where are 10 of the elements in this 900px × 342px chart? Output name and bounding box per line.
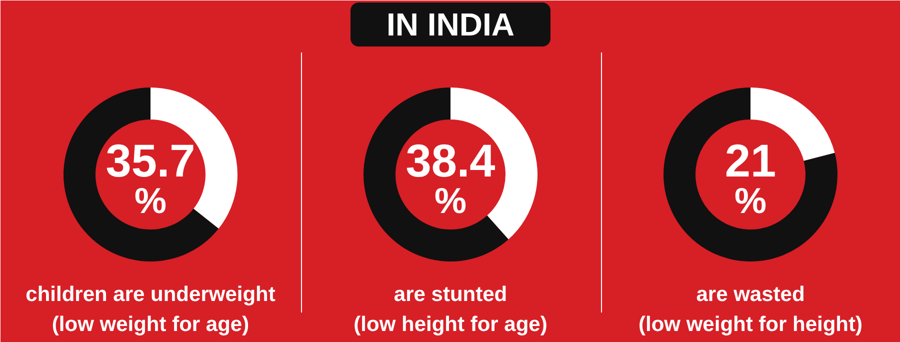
text: are wasted: [696, 283, 805, 306]
text: (low weight for age): [52, 313, 250, 336]
text: are stunted: [394, 283, 508, 306]
text: children are underweight: [26, 283, 276, 306]
text: 21 %: [724, 134, 776, 221]
chart-title: IN INDIA: [386, 6, 514, 42]
text: (low height for age): [354, 313, 548, 336]
text: 38.4 %: [406, 134, 496, 221]
text: (low weight for height): [638, 313, 862, 336]
text: 35.7 %: [106, 134, 196, 221]
